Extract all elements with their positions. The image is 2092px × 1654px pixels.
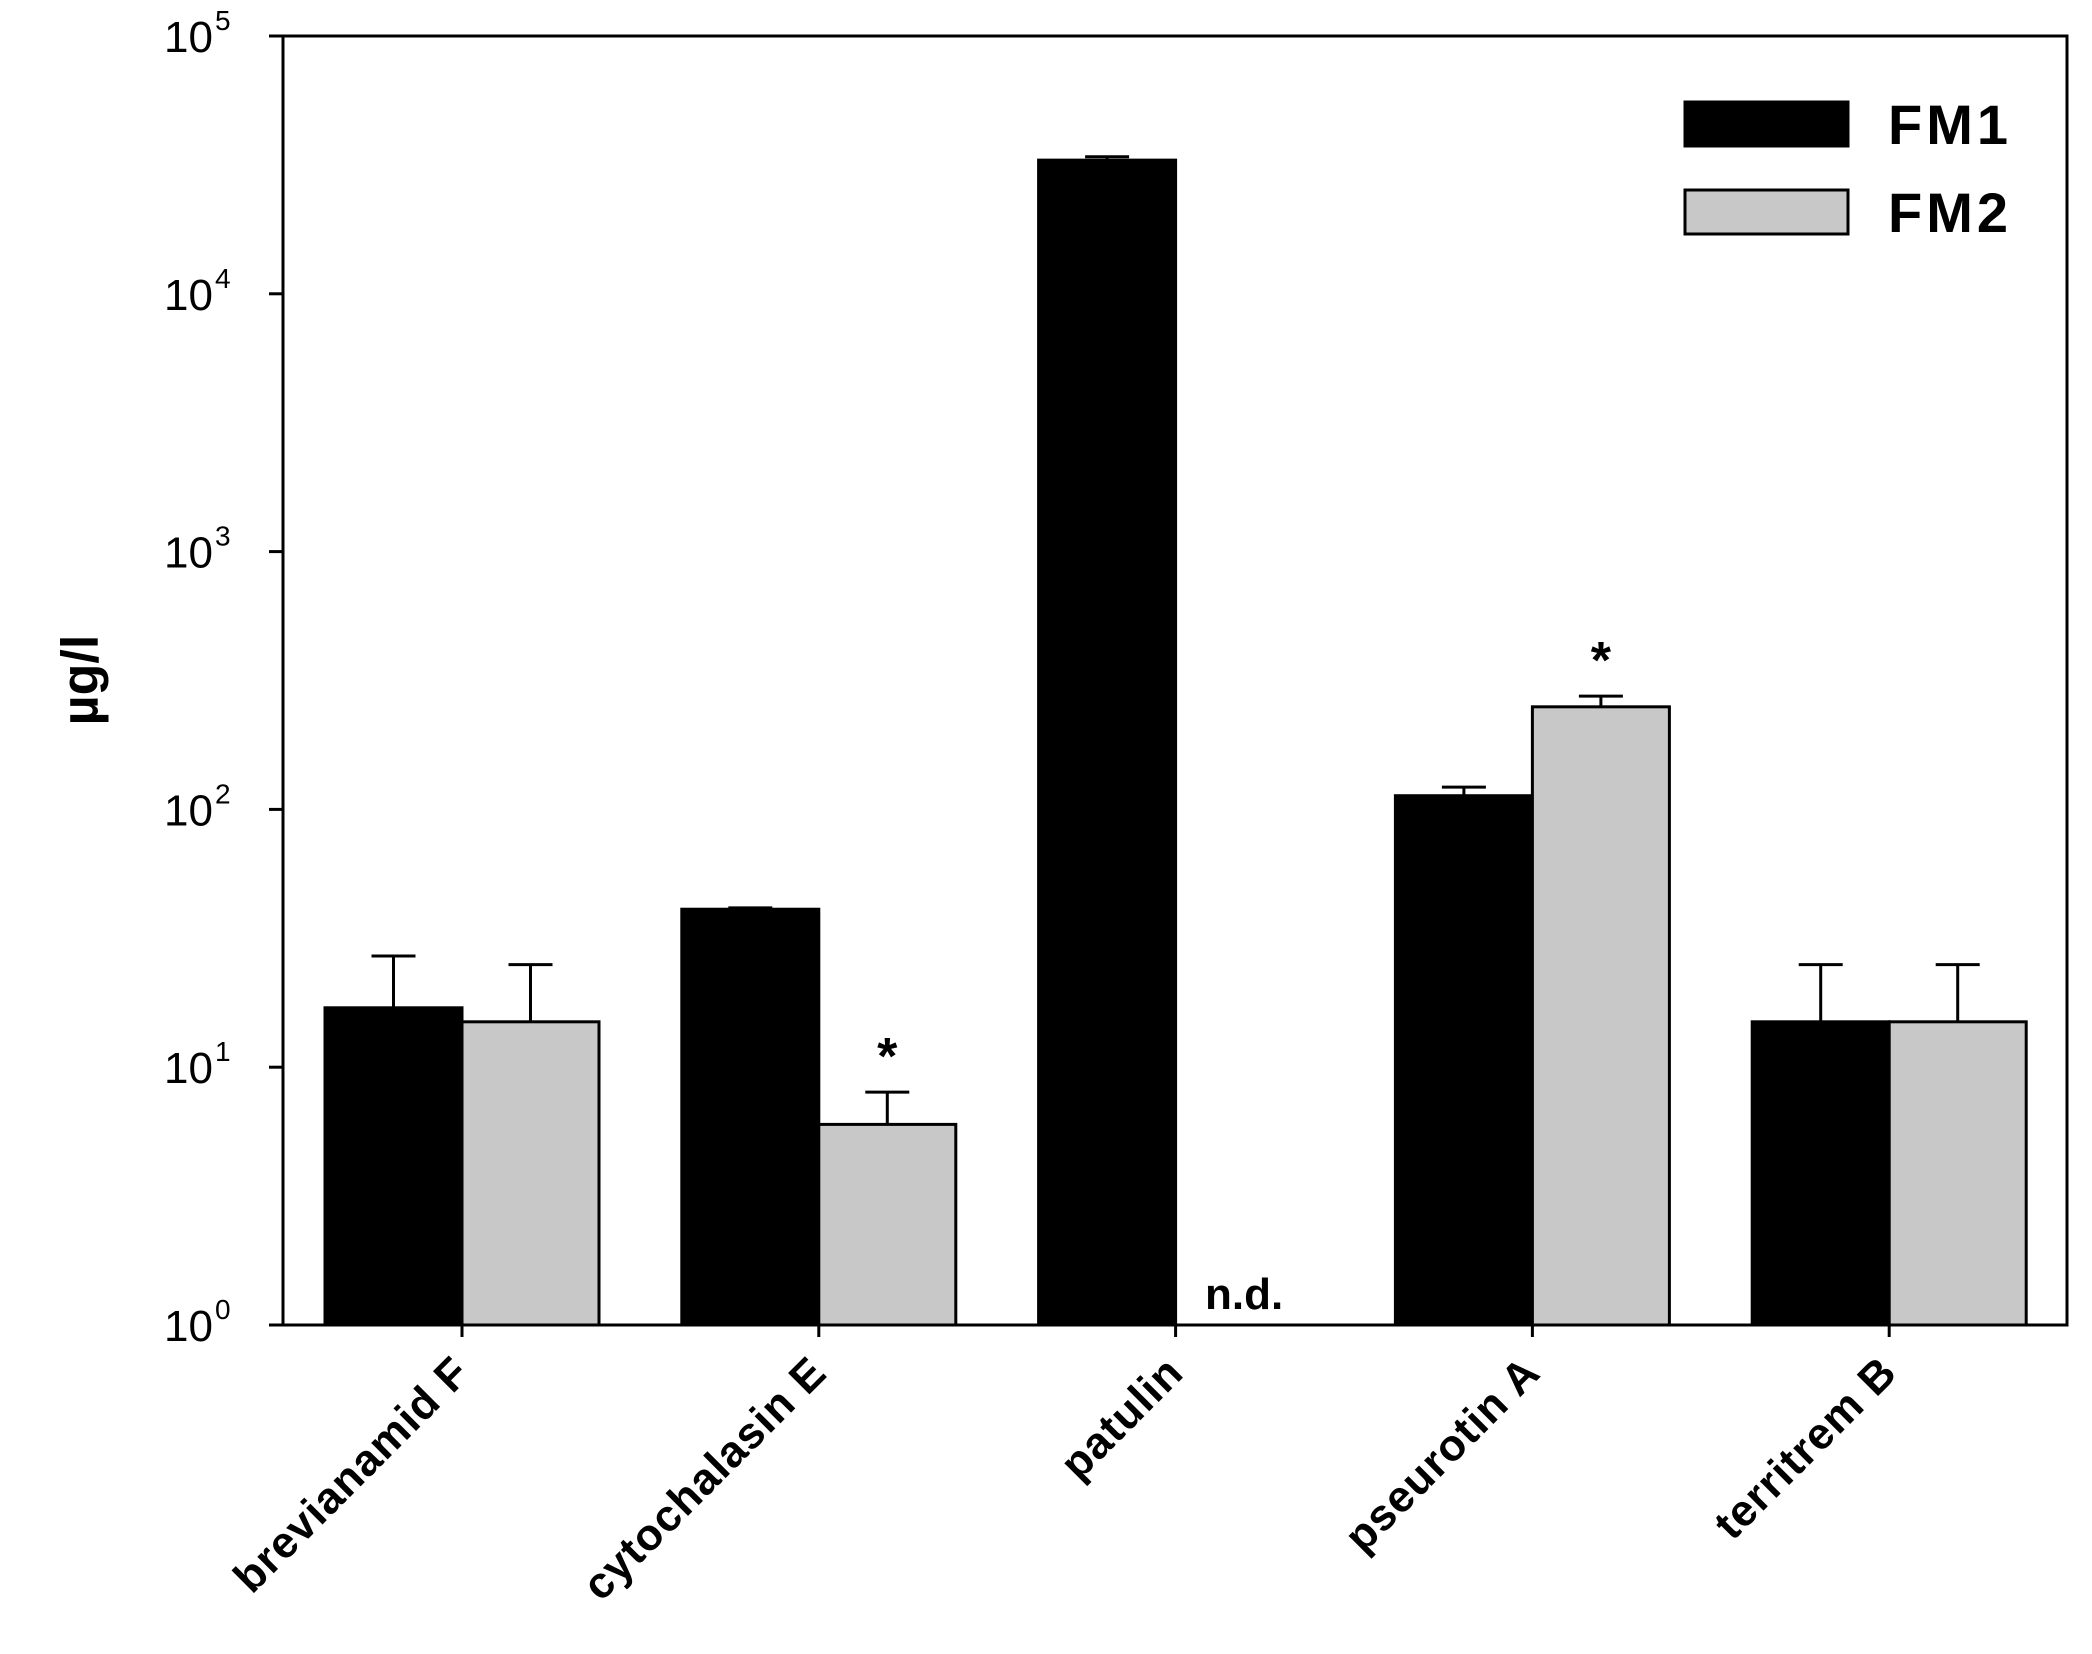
bar-fm2-cytochalasin-e	[817, 1122, 958, 1327]
y-tick-exponent-3: 3	[215, 521, 231, 552]
bar-fm2-brevianamid-f	[460, 1020, 601, 1327]
x-category-label-pseurotin-a: pseurotin A	[1335, 1347, 1549, 1561]
y-tick-label-2: 10	[164, 786, 213, 835]
x-category-label-territrem-b: territrem B	[1705, 1347, 1907, 1549]
not-detected-label: n.d.	[1205, 1270, 1283, 1319]
error-bars-layer	[371, 155, 1980, 1125]
bar-fm1-brevianamid-f	[323, 1006, 464, 1327]
x-category-label-brevianamid-f: brevianamid F	[224, 1347, 479, 1602]
y-tick-label-5: 10	[164, 13, 213, 62]
y-tick-label-3: 10	[164, 529, 213, 578]
bar-fm2-territrem-b	[1887, 1020, 2028, 1327]
legend-swatch-fm1	[1683, 100, 1850, 148]
bar-fm1-pseurotin-a	[1393, 794, 1534, 1327]
y-tick-label-1: 10	[164, 1044, 213, 1093]
bar-fm1-patulin	[1037, 158, 1178, 1327]
legend-swatch-fm2	[1683, 188, 1850, 236]
significance-marker-cytochalasin-e: *	[877, 1028, 898, 1086]
bar-fm1-cytochalasin-e	[680, 907, 821, 1327]
y-axis-label: µg/l	[52, 635, 110, 726]
x-category-label-cytochalasin-e: cytochalasin E	[573, 1347, 835, 1609]
y-tick-label-4: 10	[164, 271, 213, 320]
bar-fm2-pseurotin-a	[1530, 705, 1671, 1327]
x-category-label-patulin: patulin	[1051, 1347, 1193, 1489]
y-tick-exponent-5: 5	[215, 5, 231, 36]
annotations-layer: * * n.d.	[877, 632, 1612, 1319]
y-tick-exponent-1: 1	[215, 1036, 231, 1067]
bars-layer	[323, 158, 2028, 1327]
significance-marker-pseurotin-a: *	[1591, 632, 1612, 690]
x-axis: brevianamid F cytochalasin E patulin pseuro…	[224, 1347, 1906, 1609]
y-tick-label-0: 10	[164, 1302, 213, 1351]
legend-label-fm1: FM1	[1888, 93, 2012, 156]
y-tick-exponent-4: 4	[215, 263, 231, 294]
y-tick-exponent-2: 2	[215, 778, 231, 809]
y-tick-exponent-0: 0	[215, 1294, 231, 1325]
legend-label-fm2: FM2	[1888, 181, 2012, 244]
bar-fm1-territrem-b	[1750, 1020, 1891, 1327]
